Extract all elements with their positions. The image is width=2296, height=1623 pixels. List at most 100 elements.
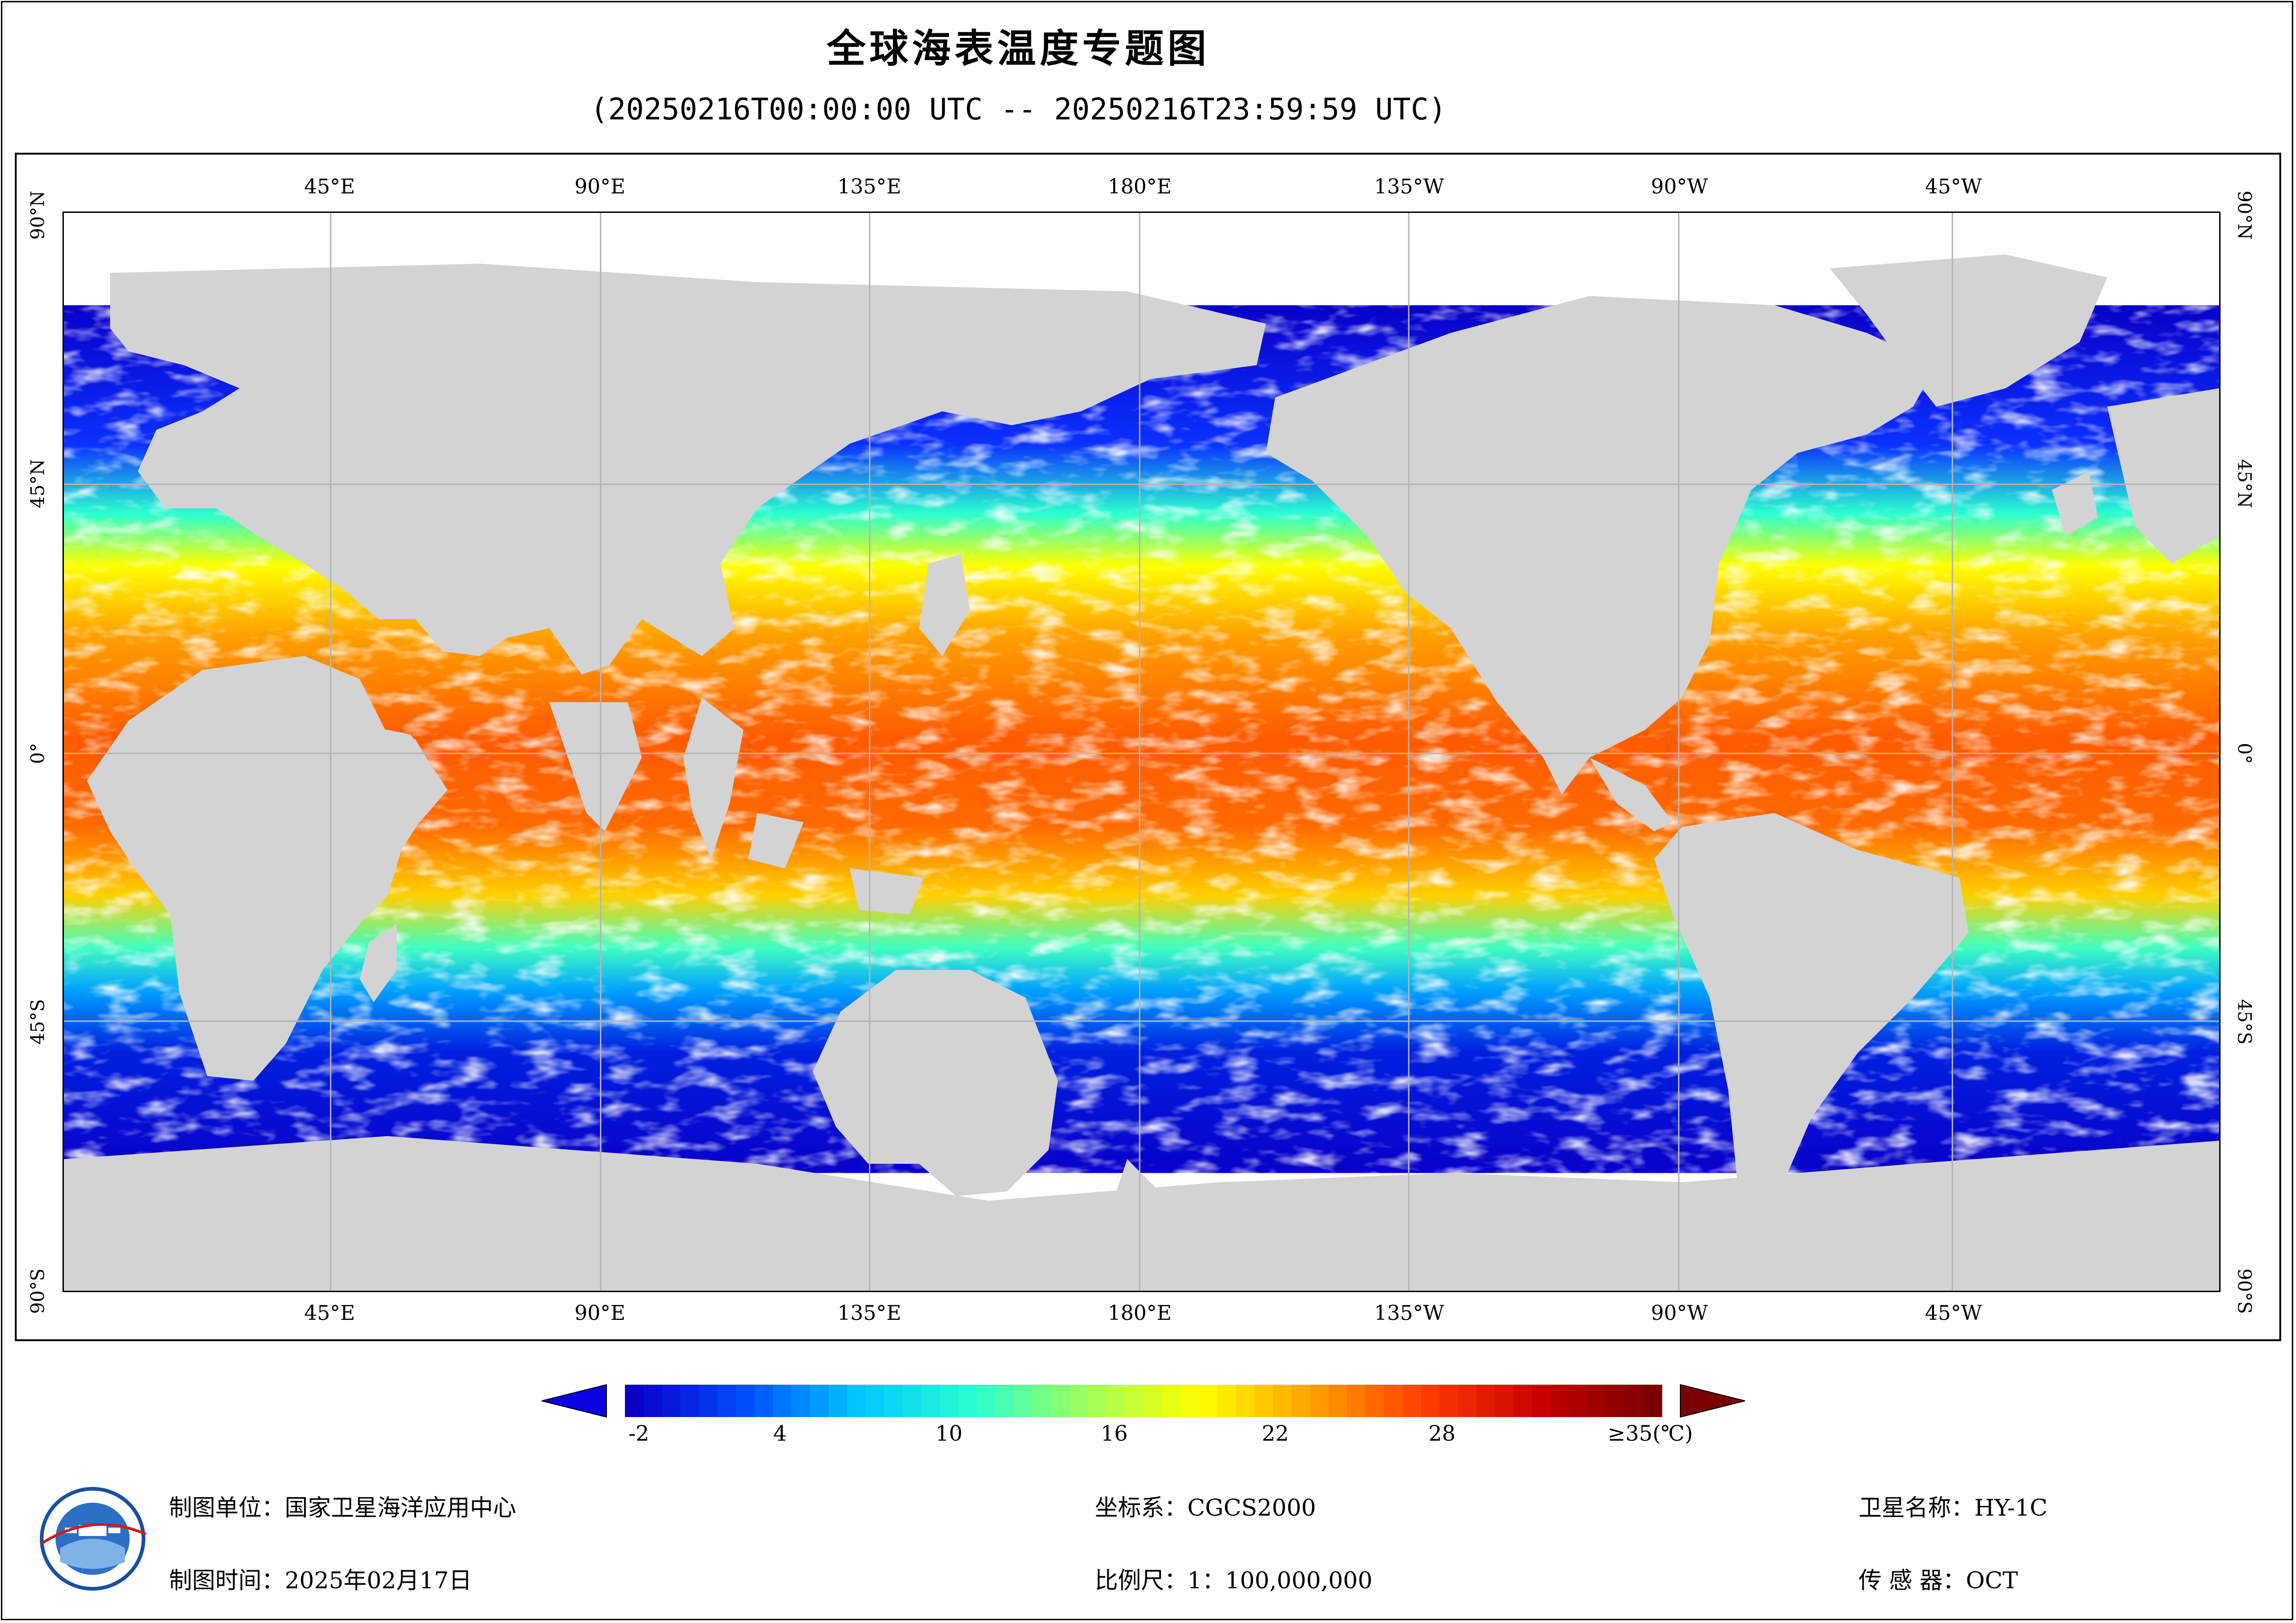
colorbar: -2 4 10 16 22 28 ≥35(℃) xyxy=(542,1374,1745,1449)
colorbar-segment xyxy=(1329,1385,1348,1417)
colorbar-segment xyxy=(1569,1385,1588,1417)
colorbar-segment xyxy=(829,1385,848,1417)
colorbar-segment xyxy=(1588,1385,1607,1417)
colorbar-segment xyxy=(1273,1385,1292,1417)
colorbar-segment xyxy=(1495,1385,1514,1417)
colorbar-tick-35: ≥35(℃) xyxy=(1607,1421,1693,1446)
lon-label-bottom-90e: 90°E xyxy=(574,1301,626,1325)
colorbar-graphic xyxy=(542,1384,1745,1418)
satellite: 卫星名称：HY-1C xyxy=(1859,1489,2047,1523)
colorbar-segment xyxy=(1384,1385,1403,1417)
crs-label: 坐标系： xyxy=(1095,1494,1187,1521)
producer-value: 国家卫星海洋应用中心 xyxy=(285,1494,516,1521)
colorbar-segment xyxy=(643,1385,662,1417)
colorbar-segment xyxy=(1310,1385,1329,1417)
colorbar-tick-neg2: -2 xyxy=(628,1421,649,1446)
lon-label-bottom-180: 180°E xyxy=(1107,1301,1172,1325)
colorbar-segment xyxy=(940,1385,959,1417)
colorbar-segment xyxy=(1051,1385,1070,1417)
colorbar-segment xyxy=(718,1385,736,1417)
scale: 比例尺：1：100,000,000 xyxy=(1095,1562,1373,1595)
lon-label-bottom-90w: 90°W xyxy=(1651,1301,1708,1325)
colorbar-segment xyxy=(1403,1385,1422,1417)
lat-label-right-90s: 90°S xyxy=(2234,1268,2255,1314)
lon-label-top-90w: 90°W xyxy=(1651,175,1708,199)
colorbar-tick-28: 28 xyxy=(1428,1421,1456,1446)
satellite-value: HY-1C xyxy=(1974,1494,2048,1521)
colorbar-segment xyxy=(884,1385,903,1417)
colorbar-segment xyxy=(625,1385,644,1417)
colorbar-segment xyxy=(958,1385,977,1417)
lon-label-bottom-45w: 45°W xyxy=(1925,1301,1982,1325)
lon-label-top-45w: 45°W xyxy=(1925,175,1982,199)
lat-label-right-0: 0° xyxy=(2234,743,2255,764)
colorbar-segment xyxy=(866,1385,885,1417)
colorbar-tick-10: 10 xyxy=(935,1421,963,1446)
colorbar-segment xyxy=(1106,1385,1125,1417)
lon-label-bottom-135w: 135°W xyxy=(1374,1301,1444,1325)
map-date: 制图时间：2025年02月17日 xyxy=(169,1562,472,1595)
colorbar-segment xyxy=(1440,1385,1459,1417)
lat-label-left-45s: 45°S xyxy=(27,999,49,1045)
colorbar-segment xyxy=(1643,1385,1662,1417)
satellite-label: 卫星名称： xyxy=(1859,1494,1974,1521)
colorbar-segment xyxy=(1625,1385,1644,1417)
colorbar-segment xyxy=(1032,1385,1051,1417)
lon-label-bottom-45e: 45°E xyxy=(304,1301,356,1325)
crs-value: CGCS2000 xyxy=(1187,1494,1316,1521)
colorbar-segment xyxy=(736,1385,755,1417)
colorbar-segment xyxy=(1477,1385,1496,1417)
graticule xyxy=(64,213,2219,1291)
colorbar-segment xyxy=(662,1385,681,1417)
colorbar-segment xyxy=(1199,1385,1218,1417)
lat-label-right-45s: 45°S xyxy=(2234,999,2255,1045)
lon-label-bottom-135e: 135°E xyxy=(837,1301,902,1325)
colorbar-segment xyxy=(1551,1385,1570,1417)
colorbar-segment xyxy=(1014,1385,1033,1417)
colorbar-under-arrow xyxy=(542,1384,607,1418)
map-date-value: 2025年02月17日 xyxy=(285,1567,472,1594)
sensor-value: OCT xyxy=(1965,1567,2018,1594)
lon-label-top-90e: 90°E xyxy=(574,175,626,199)
lon-label-top-135e: 135°E xyxy=(837,175,902,199)
nsoas-logo xyxy=(40,1487,147,1591)
colorbar-segment xyxy=(903,1385,922,1417)
lat-label-right-90n: 90°N xyxy=(2234,191,2255,240)
colorbar-segment xyxy=(755,1385,774,1417)
colorbar-segment xyxy=(1143,1385,1162,1417)
lon-label-top-135w: 135°W xyxy=(1374,175,1444,199)
colorbar-segment xyxy=(699,1385,718,1417)
colorbar-segment xyxy=(1236,1385,1255,1417)
sensor: 传 感 器：OCT xyxy=(1859,1562,2018,1595)
colorbar-segment xyxy=(1254,1385,1273,1417)
scale-label: 比例尺： xyxy=(1095,1567,1187,1594)
lat-label-right-45n: 45°N xyxy=(2234,459,2255,508)
colorbar-segment xyxy=(977,1385,996,1417)
colorbar-segment xyxy=(847,1385,866,1417)
colorbar-segment xyxy=(792,1385,811,1417)
colorbar-segment xyxy=(1069,1385,1088,1417)
colorbar-segment xyxy=(680,1385,699,1417)
lat-label-left-90s: 90°S xyxy=(27,1268,49,1314)
colorbar-segment xyxy=(1606,1385,1625,1417)
colorbar-tick-22: 22 xyxy=(1261,1421,1289,1446)
lat-label-left-0: 0° xyxy=(27,743,49,764)
map-date-label: 制图时间： xyxy=(169,1567,285,1594)
colorbar-segment xyxy=(1088,1385,1107,1417)
producer-label: 制图单位： xyxy=(169,1494,285,1521)
producer: 制图单位：国家卫星海洋应用中心 xyxy=(169,1489,516,1523)
time-range: (20250216T00:00:00 UTC -- 20250216T23:59… xyxy=(590,93,1447,127)
lon-label-top-45e: 45°E xyxy=(304,175,356,199)
land-masses xyxy=(64,254,2219,1291)
colorbar-over-arrow xyxy=(1680,1384,1745,1418)
colorbar-tick-16: 16 xyxy=(1100,1421,1128,1446)
colorbar-segment xyxy=(1162,1385,1181,1417)
sensor-label: 传 感 器： xyxy=(1859,1567,1966,1594)
colorbar-segment xyxy=(1347,1385,1366,1417)
colorbar-segment xyxy=(1292,1385,1310,1417)
crs: 坐标系：CGCS2000 xyxy=(1095,1489,1316,1523)
colorbar-segment xyxy=(921,1385,940,1417)
colorbar-segment xyxy=(1532,1385,1551,1417)
colorbar-segment xyxy=(1421,1385,1440,1417)
